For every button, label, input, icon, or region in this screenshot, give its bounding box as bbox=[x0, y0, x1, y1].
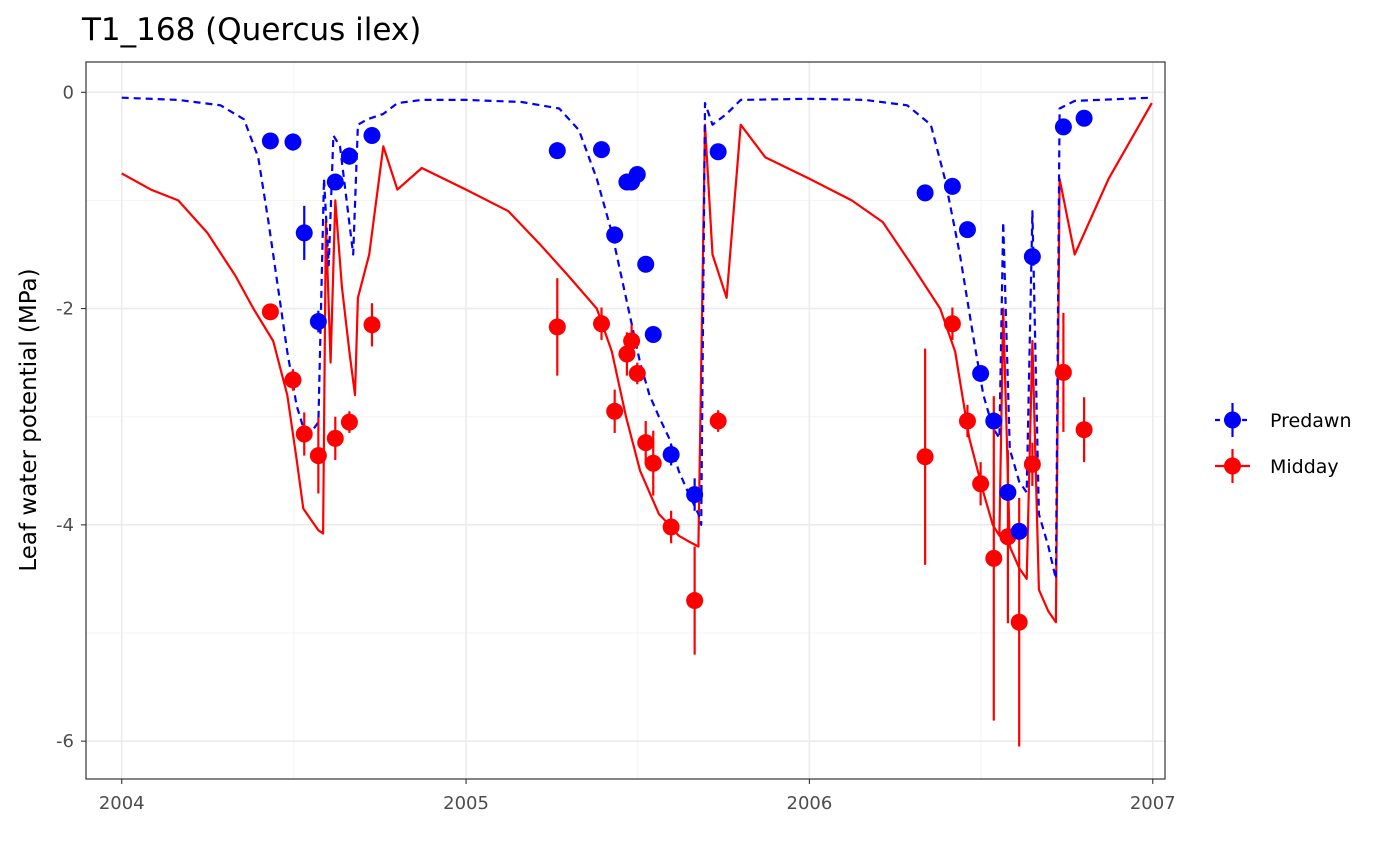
legend-label-predawn: Predawn bbox=[1270, 410, 1352, 432]
legend-key-point-midday bbox=[1224, 457, 1241, 475]
midday-observation-point bbox=[644, 454, 662, 472]
midday-observation-point bbox=[618, 345, 636, 363]
panel-border bbox=[85, 61, 1166, 780]
predawn-observation-point bbox=[999, 483, 1017, 501]
midday-observation-point bbox=[623, 332, 641, 350]
midday-observation-point bbox=[985, 549, 1003, 567]
midday-observation-point bbox=[686, 592, 704, 610]
predawn-observation-point bbox=[295, 224, 313, 242]
midday-observation-point bbox=[593, 315, 611, 333]
x-tick-label: 2005 bbox=[443, 793, 489, 814]
predawn-observation-point bbox=[958, 221, 976, 239]
midday-observation-point bbox=[662, 518, 680, 536]
predawn-observation-point bbox=[261, 132, 279, 150]
legend: Predawn Midday bbox=[1215, 403, 1352, 483]
legend-item-predawn: Predawn bbox=[1215, 403, 1352, 437]
midday-observation-point bbox=[1023, 455, 1041, 473]
predawn-observation-point bbox=[686, 486, 704, 504]
series-lines bbox=[121, 96, 1153, 624]
midday-observation-point bbox=[943, 315, 961, 333]
midday-observation-point bbox=[548, 318, 566, 336]
x-tick-label: 2004 bbox=[99, 793, 145, 814]
predawn-observation-point bbox=[1054, 118, 1072, 136]
legend-label-midday: Midday bbox=[1270, 456, 1339, 478]
midday-observation-point bbox=[1075, 421, 1093, 439]
midday-observation-point bbox=[295, 425, 313, 443]
predawn-observation-point bbox=[593, 141, 611, 159]
midday-observation-point bbox=[326, 429, 344, 447]
midday-observation-point bbox=[637, 434, 655, 452]
x-tick-label: 2007 bbox=[1130, 793, 1176, 814]
midday-observation-point bbox=[1010, 613, 1028, 631]
predawn-observation-point bbox=[326, 173, 344, 191]
predawn-observation-point bbox=[985, 412, 1003, 430]
midday-observation-point bbox=[916, 448, 934, 466]
midday-observation-point bbox=[972, 475, 990, 493]
y-tick-label: -4 bbox=[56, 515, 74, 536]
predawn-observation-point bbox=[628, 165, 646, 183]
midday-observation-point bbox=[628, 364, 646, 382]
y-axis-title: Leaf water potential (MPa) bbox=[16, 268, 42, 571]
x-tick-label: 2006 bbox=[787, 793, 833, 814]
predawn-observation-point bbox=[709, 143, 727, 161]
midday-observation-point bbox=[284, 371, 302, 389]
predawn-observation-point bbox=[943, 177, 961, 195]
y-axis: 0 -2 -4 -6 bbox=[56, 82, 86, 752]
predawn-observation-point bbox=[363, 127, 381, 145]
midday-observation-point bbox=[261, 303, 279, 321]
y-tick-label: 0 bbox=[63, 82, 74, 103]
plot-area bbox=[85, 61, 1166, 780]
predawn-observation-point bbox=[1023, 248, 1041, 266]
legend-key-point-predawn bbox=[1224, 411, 1241, 429]
predawn-observation-point bbox=[972, 364, 990, 382]
predawn-observation-point bbox=[284, 133, 302, 151]
x-axis: 2004 2005 2006 2007 bbox=[99, 779, 1176, 814]
midday-observation-point bbox=[363, 316, 381, 334]
predawn-observation-point bbox=[916, 184, 934, 202]
midday-observation-point bbox=[958, 412, 976, 430]
midday-observation-point bbox=[309, 447, 327, 465]
predawn-observation-point bbox=[644, 326, 662, 344]
y-tick-label: -6 bbox=[56, 731, 74, 752]
predawn-observation-point bbox=[309, 313, 327, 331]
predawn-observation-point bbox=[606, 226, 624, 244]
predawn-observation-point bbox=[1075, 109, 1093, 127]
midday-observation-point bbox=[340, 413, 358, 431]
midday-observation-point bbox=[606, 402, 624, 420]
predawn-observation-point bbox=[662, 446, 680, 464]
panel-background bbox=[86, 62, 1165, 779]
predawn-observation-point bbox=[637, 255, 655, 273]
midday-observation-point bbox=[1054, 363, 1072, 381]
predawn-observation-point bbox=[1010, 522, 1028, 540]
observation-points bbox=[261, 109, 1093, 631]
chart-title: T1_168 (Quercus ilex) bbox=[81, 12, 421, 48]
y-tick-label: -2 bbox=[56, 299, 74, 320]
predawn-observation-point bbox=[548, 142, 566, 160]
midday-simulated-line bbox=[121, 102, 1153, 624]
midday-observation-point bbox=[709, 412, 727, 430]
legend-item-midday: Midday bbox=[1215, 449, 1339, 483]
predawn-observation-point bbox=[340, 147, 358, 165]
